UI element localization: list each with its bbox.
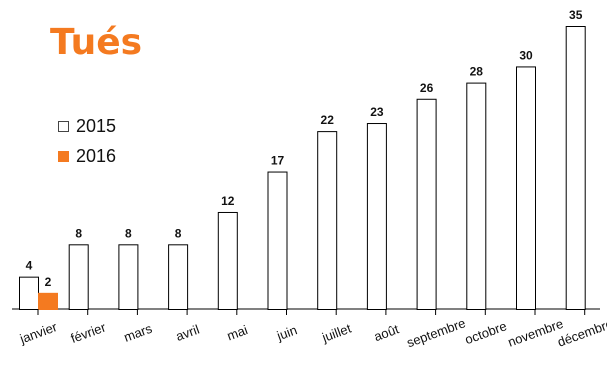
legend-label-2015: 2015 [76, 115, 117, 136]
x-tick-label-2: mars [122, 321, 155, 345]
data-label-2015-2: 8 [125, 226, 132, 240]
bar-2015-1 [68, 244, 89, 310]
x-tick-label-7: août [372, 321, 401, 344]
data-label-2015-11: 35 [569, 8, 583, 22]
bar-2016-0 [38, 292, 58, 311]
x-tick-label-9: octobre [463, 318, 509, 347]
bar-2015-6 [317, 131, 338, 310]
bar-2015-5 [267, 171, 288, 310]
x-tick-label-5: juin [274, 322, 299, 343]
data-label-2015-9: 28 [470, 65, 484, 79]
bar-2015-4 [217, 211, 238, 311]
bar-2015-3 [168, 244, 189, 310]
data-label-2015-4: 12 [221, 194, 235, 208]
legend-swatch-2015 [58, 120, 69, 132]
legend-swatch-2016 [58, 150, 69, 162]
x-tick-label-1: février [69, 319, 109, 346]
legend-item-2015: 2015 [58, 114, 116, 138]
data-label-2015-1: 8 [75, 226, 82, 240]
data-label-2015-6: 22 [321, 113, 335, 127]
data-label-2015-10: 30 [519, 48, 533, 62]
x-tick-label-11: décembre [555, 316, 607, 350]
data-label-2015-8: 26 [420, 81, 434, 95]
chart-title: Tués [50, 22, 143, 63]
bar-2015-10 [516, 66, 536, 310]
bar-2015-7 [366, 123, 387, 311]
legend-item-2016: 2016 [58, 144, 116, 168]
x-tick-label-10: novembre [506, 316, 565, 350]
bar-2015-8 [416, 98, 437, 311]
legend: 2015 2016 [58, 114, 116, 174]
x-tick-label-0: janvier [17, 319, 60, 347]
x-tick-label-8: septembre [405, 315, 468, 350]
bar-2015-0 [19, 276, 39, 310]
data-label-2016-0: 2 [45, 275, 52, 289]
data-label-2015-5: 17 [271, 154, 285, 168]
data-label-2015-7: 23 [370, 105, 384, 119]
data-label-2015-3: 8 [175, 226, 182, 240]
bar-2015-2 [118, 244, 139, 310]
data-label-2015-0: 4 [26, 259, 33, 273]
bar-2015-11 [565, 26, 586, 310]
x-tick-label-4: mai [225, 322, 250, 343]
bar-2015-9 [466, 82, 487, 310]
legend-label-2016: 2016 [76, 145, 117, 166]
x-tick-label-3: avril [174, 322, 202, 344]
x-tick-label-6: juillet [319, 321, 353, 346]
